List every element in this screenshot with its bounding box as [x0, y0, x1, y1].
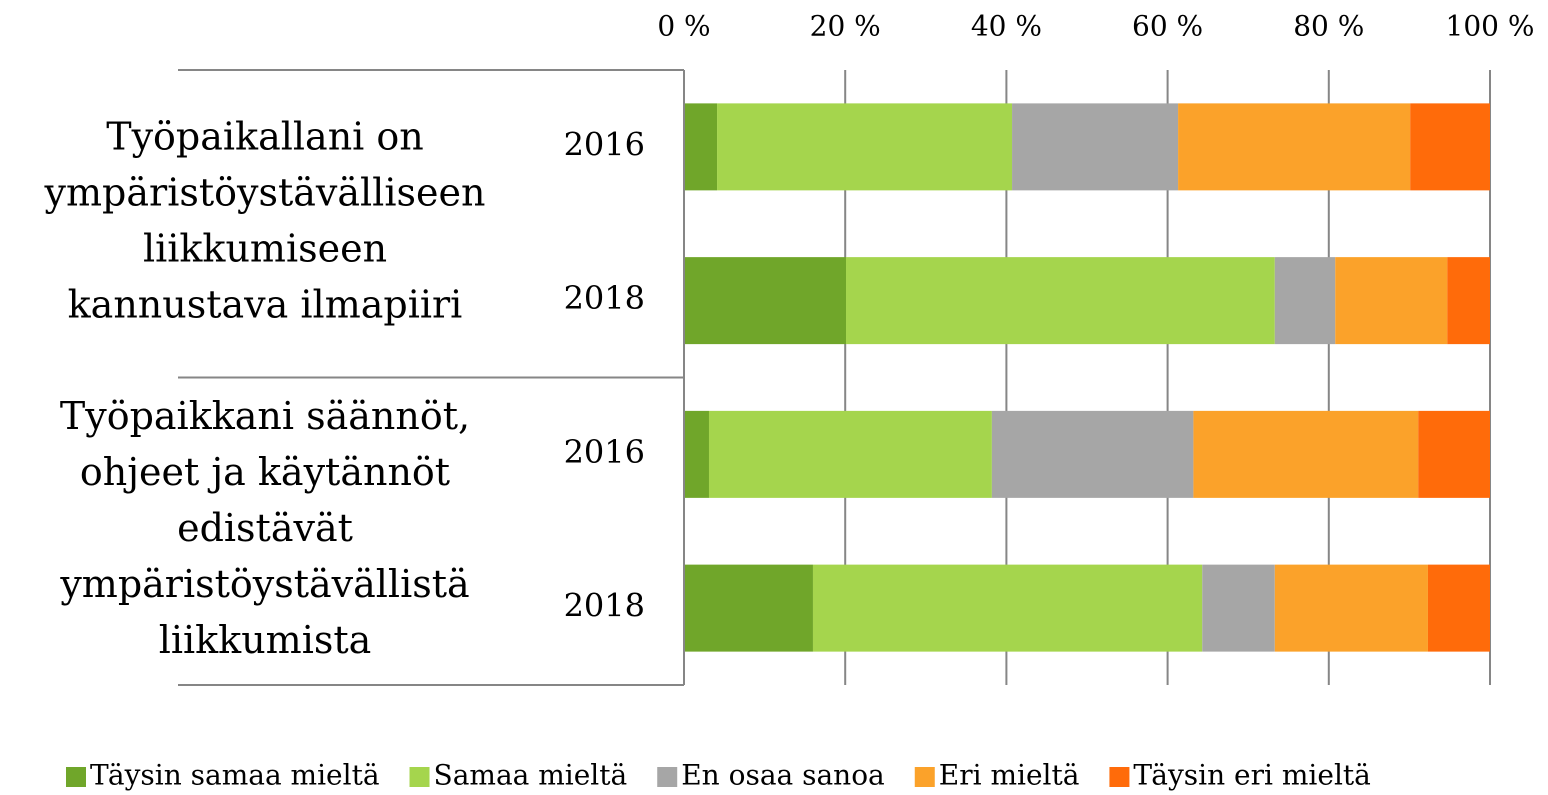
legend-label: Samaa mieltä [434, 759, 628, 792]
category-label: 2018 [564, 587, 645, 625]
bar-segment [991, 410, 1194, 498]
group-label: ympäristöystävällistä [59, 562, 469, 606]
x-tick-label: 100 % [1446, 10, 1535, 43]
bar-segment [1178, 103, 1411, 191]
bar-segment [684, 564, 813, 652]
x-tick-label: 60 % [1132, 10, 1203, 43]
legend-label: Täysin eri mieltä [1133, 759, 1370, 792]
legend-swatch [66, 767, 86, 787]
bar-segment [1193, 410, 1419, 498]
group-label: ohjeet ja käytännöt [80, 450, 450, 494]
bar-segment [812, 564, 1203, 652]
legend-swatch [657, 767, 678, 787]
group-label: Työpaikallani on [106, 114, 424, 158]
category-label: 2016 [564, 433, 645, 471]
x-tick-label: 20 % [810, 10, 881, 43]
legend-swatch [914, 767, 935, 787]
bar-segment [1427, 564, 1490, 652]
bar-segment [708, 410, 992, 498]
x-tick-label: 80 % [1293, 10, 1364, 43]
group-label: Työpaikkani säännöt, [60, 394, 470, 438]
legend-swatch [1109, 767, 1130, 787]
legend-label: En osaa sanoa [681, 759, 885, 792]
bar-segment [1274, 564, 1428, 652]
category-label: 2016 [564, 125, 645, 163]
bar-segment [1447, 257, 1490, 345]
legend-label: Eri mieltä [939, 759, 1080, 792]
bar-segment [846, 257, 1275, 345]
x-tick-label: 0 % [657, 10, 710, 43]
bar-segment [684, 103, 718, 191]
legend-swatch [409, 767, 430, 787]
bar-segment [1012, 103, 1179, 191]
legend-label: Täysin samaa mieltä [90, 759, 380, 792]
group-label: kannustava ilmapiiri [68, 282, 463, 326]
group-label: liikkumista [159, 618, 372, 662]
category-label: 2018 [564, 279, 645, 317]
group-label: ympäristöystävälliseen [44, 170, 486, 214]
group-label: edistävät [177, 506, 353, 550]
x-tick-label: 40 % [971, 10, 1042, 43]
bar-segment [1202, 564, 1275, 652]
bar-segment [1410, 103, 1490, 191]
bar-segment [1418, 410, 1490, 498]
bar-segment [717, 103, 1013, 191]
bar-segment [684, 410, 709, 498]
bar-segment [1335, 257, 1448, 345]
bar-segment [684, 257, 847, 345]
bar-segment [1274, 257, 1336, 345]
group-label: liikkumiseen [143, 226, 387, 270]
